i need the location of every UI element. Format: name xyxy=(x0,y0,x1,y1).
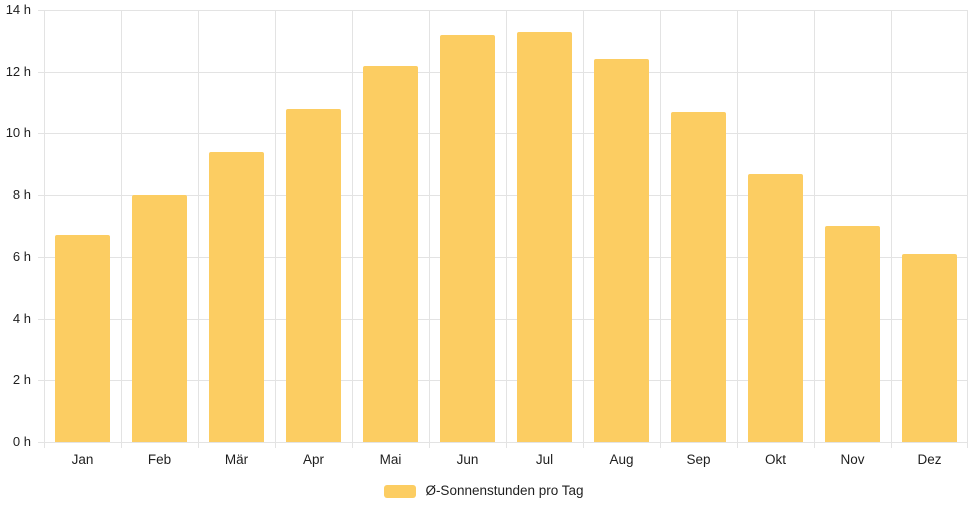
x-axis-label-okt: Okt xyxy=(764,452,787,467)
x-axis-label-sep: Sep xyxy=(686,452,711,467)
y-axis-tick xyxy=(38,71,44,73)
x-axis-label-dez: Dez xyxy=(917,452,942,467)
x-axis-tick xyxy=(583,442,584,448)
y-axis-label: 14 h xyxy=(5,2,31,17)
y-axis-tick xyxy=(38,133,44,135)
y-axis-label: 6 h xyxy=(12,248,31,264)
x-axis-label-nov: Nov xyxy=(840,452,865,467)
legend-item[interactable]: Ø-Sonnenstunden pro Tag xyxy=(0,482,968,500)
x-axis-label-feb: Feb xyxy=(147,452,172,467)
bar-jun xyxy=(440,34,495,442)
gridline-vertical xyxy=(44,10,45,442)
gridline-vertical xyxy=(197,10,199,442)
gridline-vertical xyxy=(429,10,430,442)
x-axis-tick xyxy=(120,442,122,448)
x-axis: Jan Feb Mär Apr Mai Jun Jul Aug Sep Okt Nov Dez xyxy=(44,450,968,470)
bar-apr xyxy=(286,108,341,442)
bar-feb xyxy=(132,195,187,442)
y-axis-tick xyxy=(38,256,44,258)
x-axis-tick xyxy=(44,442,45,448)
bar-okt xyxy=(748,173,803,442)
y-axis-tick xyxy=(38,10,44,11)
x-axis-tick xyxy=(429,442,430,448)
gridline-vertical xyxy=(506,10,507,442)
x-axis-tick xyxy=(351,442,353,448)
bar-sep xyxy=(671,111,726,442)
y-axis-tick xyxy=(38,442,44,443)
bar-jan xyxy=(54,235,110,442)
gridline-vertical xyxy=(583,10,584,442)
gridline-vertical xyxy=(120,10,122,442)
bar-jul xyxy=(517,31,572,442)
gridline-vertical xyxy=(275,10,276,442)
y-axis-label: 2 h xyxy=(12,372,31,388)
gridline-vertical xyxy=(814,10,815,442)
x-axis-label-jul: Jul xyxy=(535,452,554,467)
x-axis-label-apr: Apr xyxy=(302,452,325,467)
bar-nov xyxy=(825,226,880,442)
y-axis-tick xyxy=(38,195,44,197)
x-axis-label-mai: Mai xyxy=(379,452,402,467)
y-axis-label: 12 h xyxy=(5,63,31,79)
y-axis-tick xyxy=(38,380,44,382)
x-axis-label-mär: Mär xyxy=(224,452,249,467)
y-axis: 0 h 2 h 4 h 6 h 8 h 10 h 12 h 14 h xyxy=(0,2,31,449)
plot-area xyxy=(38,10,968,448)
x-axis-tick xyxy=(506,442,507,448)
y-axis-label: 8 h xyxy=(12,187,31,203)
bar-mär xyxy=(209,151,264,442)
y-axis-label: 4 h xyxy=(12,310,31,326)
x-axis-tick xyxy=(659,442,661,448)
y-axis-label: 0 h xyxy=(12,434,31,449)
x-axis-label-aug: Aug xyxy=(609,452,634,467)
bar-mai xyxy=(363,65,418,442)
x-axis-label-jan: Jan xyxy=(71,452,94,467)
x-axis-tick xyxy=(275,442,276,448)
gridline-vertical xyxy=(659,10,661,442)
bar-aug xyxy=(594,59,649,442)
y-axis-label: 10 h xyxy=(5,125,31,141)
gridline-vertical xyxy=(737,10,738,442)
x-axis-label-jun: Jun xyxy=(456,452,479,467)
bar-dez xyxy=(902,253,957,442)
gridline-vertical xyxy=(891,10,892,442)
x-axis-tick xyxy=(197,442,199,448)
legend-label: Ø-Sonnenstunden pro Tag xyxy=(425,483,584,498)
x-axis-tick xyxy=(737,442,738,448)
legend-swatch-icon xyxy=(384,484,417,498)
x-axis-tick xyxy=(891,442,892,448)
y-axis-tick xyxy=(38,318,44,320)
gridline-vertical xyxy=(351,10,353,442)
x-axis-tick xyxy=(814,442,815,448)
